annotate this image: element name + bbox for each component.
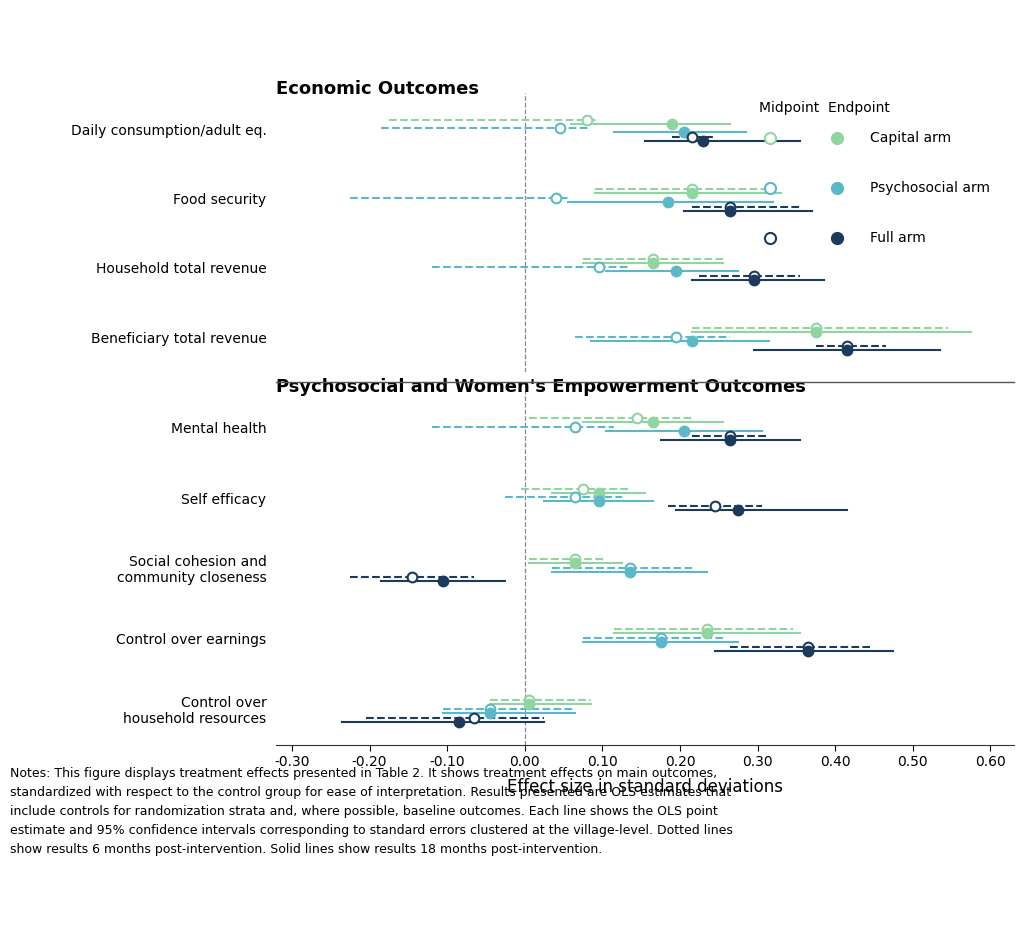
Text: Food security: Food security (173, 193, 266, 207)
Text: Daily consumption/adult eq.: Daily consumption/adult eq. (71, 124, 266, 138)
Text: Self efficacy: Self efficacy (181, 492, 266, 506)
Text: Notes: This figure displays treatment effects presented in Table 2. It shows tre: Notes: This figure displays treatment ef… (10, 766, 733, 856)
Text: Capital arm: Capital arm (870, 130, 951, 145)
Text: Social cohesion and
community closeness: Social cohesion and community closeness (117, 555, 266, 585)
Text: Beneficiary total revenue: Beneficiary total revenue (90, 331, 266, 346)
X-axis label: Effect size in standard deviations: Effect size in standard deviations (507, 777, 783, 796)
Text: Household total revenue: Household total revenue (95, 263, 266, 277)
Text: Control over
household resources: Control over household resources (123, 695, 266, 726)
Text: Mental health: Mental health (171, 422, 266, 436)
Text: Economic Outcomes: Economic Outcomes (276, 80, 479, 99)
Text: Full arm: Full arm (870, 231, 926, 246)
Text: Psychosocial and Women's Empowerment Outcomes: Psychosocial and Women's Empowerment Out… (276, 378, 806, 397)
Text: Midpoint  Endpoint: Midpoint Endpoint (760, 101, 890, 115)
Text: Control over earnings: Control over earnings (117, 633, 266, 647)
Text: Psychosocial arm: Psychosocial arm (870, 181, 990, 196)
